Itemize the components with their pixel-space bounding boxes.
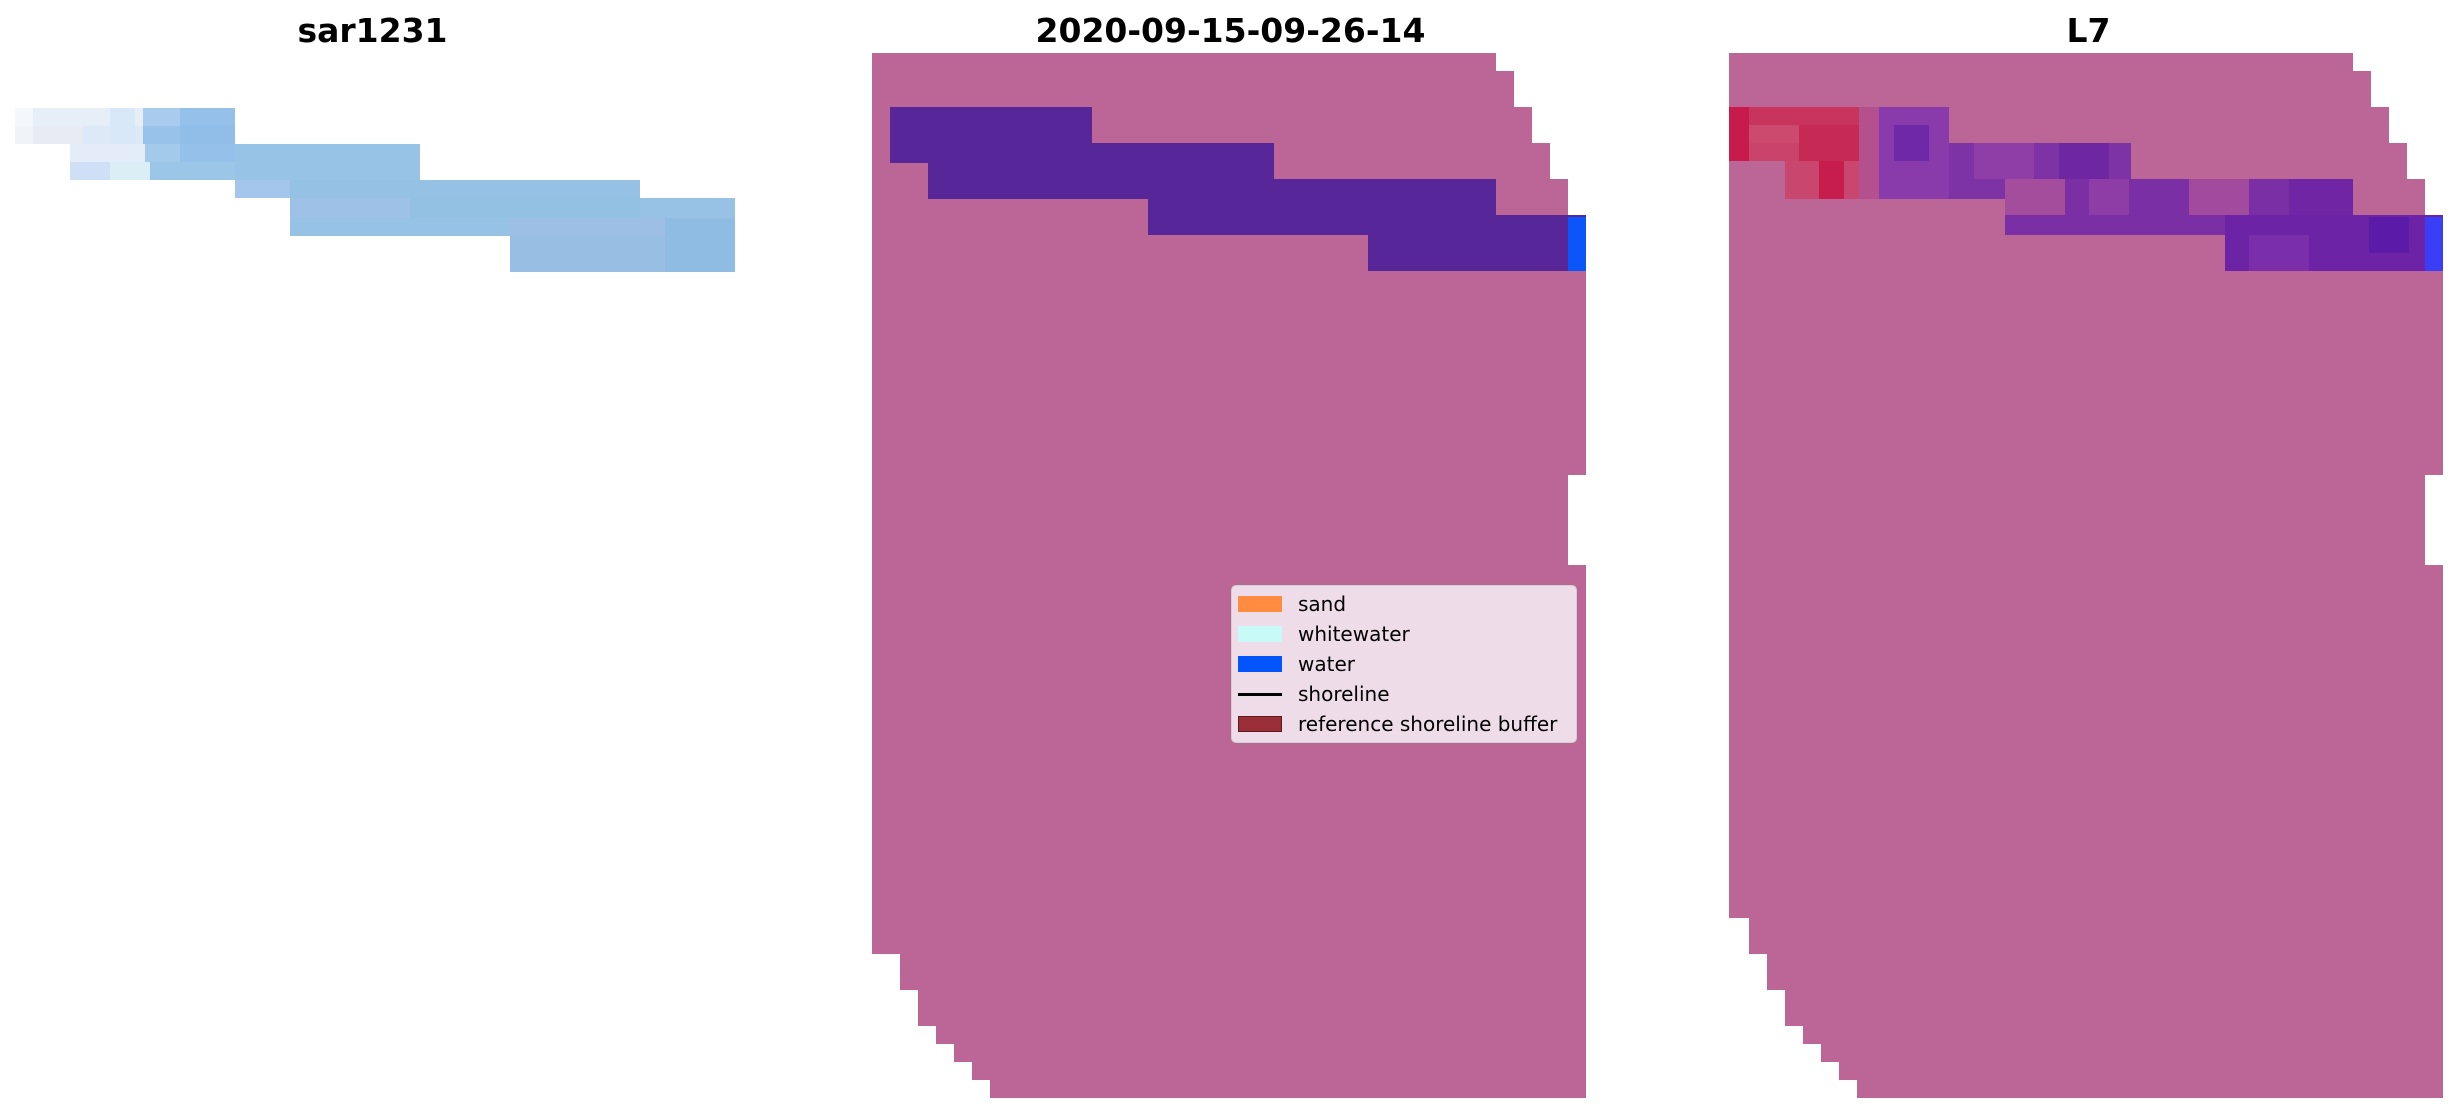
satellite-image-panel <box>0 0 745 290</box>
legend-item-reference-shoreline-buffer: reference shoreline buffer <box>1238 710 1557 738</box>
legend-item-whitewater: whitewater <box>1238 620 1410 648</box>
index-image-panel <box>1729 50 2447 1100</box>
shoreline-line-swatch <box>1238 692 1282 696</box>
legend-item-water: water <box>1238 650 1355 678</box>
whitewater-swatch <box>1238 626 1282 642</box>
index-pixels <box>1729 107 2443 271</box>
classified-image-panel <box>872 50 1590 1100</box>
legend-label: sand <box>1298 592 1347 616</box>
buffer-band <box>890 107 1586 271</box>
legend-item-shoreline: shoreline <box>1238 680 1390 708</box>
image-pixels <box>15 108 735 272</box>
legend-item-sand: sand <box>1238 590 1346 618</box>
legend-label: shoreline <box>1298 682 1390 706</box>
classified-background <box>872 53 1586 1098</box>
legend-label: whitewater <box>1298 622 1410 646</box>
sand-swatch <box>1238 596 1282 612</box>
legend-label: water <box>1298 652 1355 676</box>
legend: sand whitewater water shoreline referenc… <box>1231 585 1577 743</box>
legend-label: reference shoreline buffer <box>1298 712 1558 736</box>
reference-buffer-swatch <box>1238 716 1282 732</box>
water-swatch <box>1238 656 1282 672</box>
index-background <box>1729 53 2443 1098</box>
panel-title-sar: sar1231 <box>297 11 448 50</box>
panel-title-mndwi: L7 <box>2066 11 2111 50</box>
water-pixels <box>1568 217 1586 271</box>
panel-title-classified: 2020-09-15-09-26-14 <box>1035 11 1426 50</box>
